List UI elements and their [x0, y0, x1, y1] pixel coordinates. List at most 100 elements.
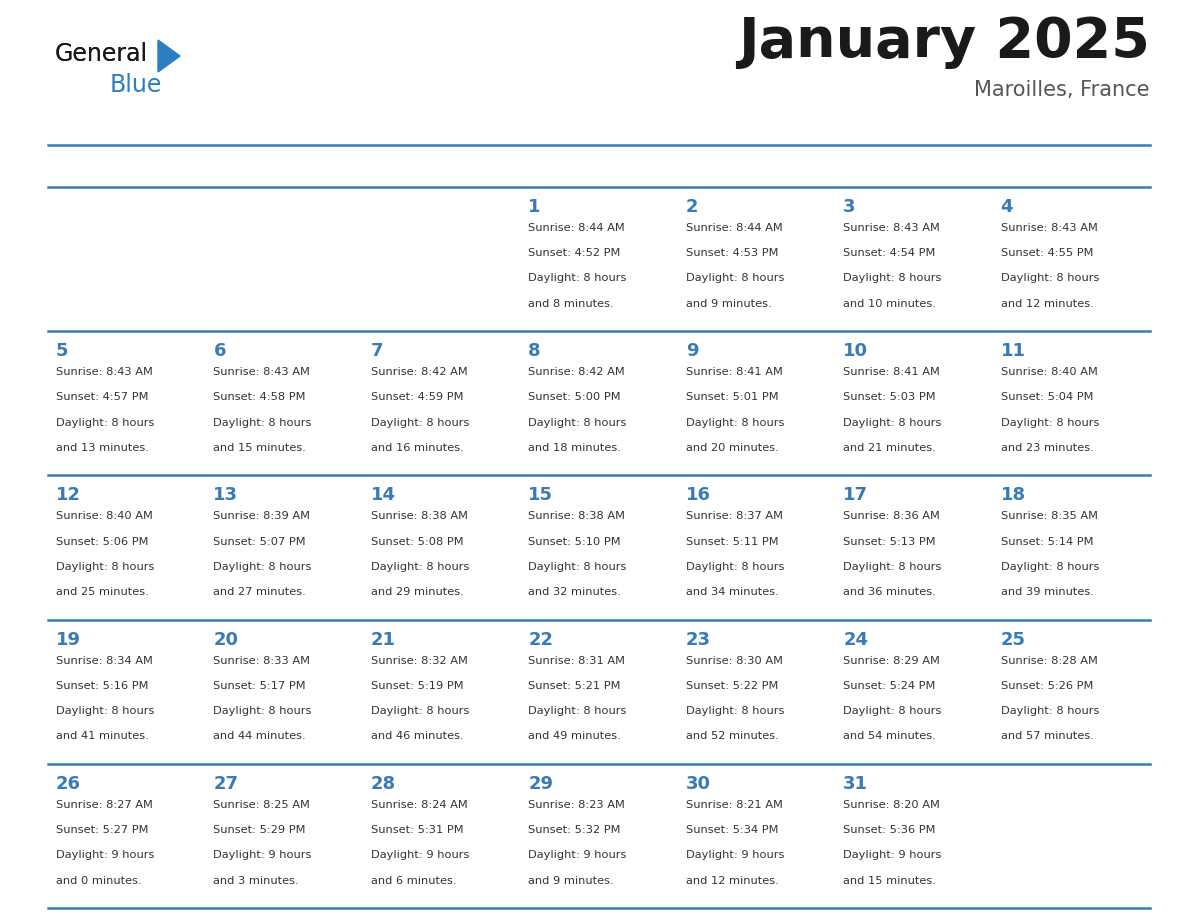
Text: Daylight: 8 hours: Daylight: 8 hours [371, 418, 469, 428]
Text: Daylight: 8 hours: Daylight: 8 hours [843, 706, 942, 716]
Text: Sunset: 5:19 PM: Sunset: 5:19 PM [371, 681, 463, 691]
Text: Daylight: 8 hours: Daylight: 8 hours [1000, 706, 1099, 716]
Text: 12: 12 [56, 487, 81, 504]
Text: Daylight: 9 hours: Daylight: 9 hours [843, 850, 942, 860]
Text: and 34 minutes.: and 34 minutes. [685, 588, 778, 597]
Text: 18: 18 [1000, 487, 1025, 504]
Text: Daylight: 9 hours: Daylight: 9 hours [214, 850, 311, 860]
Text: Sunset: 4:57 PM: Sunset: 4:57 PM [56, 392, 148, 402]
Text: and 10 minutes.: and 10 minutes. [843, 298, 936, 308]
Text: Friday: Friday [848, 161, 903, 175]
Text: and 9 minutes.: and 9 minutes. [685, 298, 771, 308]
Text: Sunrise: 8:27 AM: Sunrise: 8:27 AM [56, 800, 153, 810]
Text: 11: 11 [1000, 342, 1025, 360]
Text: Sunrise: 8:44 AM: Sunrise: 8:44 AM [685, 223, 783, 233]
Text: Daylight: 8 hours: Daylight: 8 hours [1000, 274, 1099, 284]
Text: Sunrise: 8:38 AM: Sunrise: 8:38 AM [371, 511, 468, 521]
Text: and 29 minutes.: and 29 minutes. [371, 588, 463, 597]
Text: and 3 minutes.: and 3 minutes. [214, 876, 299, 886]
Text: and 46 minutes.: and 46 minutes. [371, 732, 463, 742]
Text: Daylight: 8 hours: Daylight: 8 hours [56, 706, 154, 716]
Text: 4: 4 [1000, 198, 1013, 216]
Text: 22: 22 [529, 631, 554, 649]
Text: Sunset: 5:31 PM: Sunset: 5:31 PM [371, 825, 463, 835]
Text: Tuesday: Tuesday [375, 161, 449, 175]
Text: and 54 minutes.: and 54 minutes. [843, 732, 936, 742]
Text: Sunrise: 8:32 AM: Sunrise: 8:32 AM [371, 655, 468, 666]
Text: Sunrise: 8:31 AM: Sunrise: 8:31 AM [529, 655, 625, 666]
Text: Daylight: 8 hours: Daylight: 8 hours [371, 562, 469, 572]
Text: and 49 minutes.: and 49 minutes. [529, 732, 621, 742]
Text: Sunset: 5:29 PM: Sunset: 5:29 PM [214, 825, 307, 835]
Text: Daylight: 8 hours: Daylight: 8 hours [214, 706, 311, 716]
Text: Sunset: 5:01 PM: Sunset: 5:01 PM [685, 392, 778, 402]
Text: Wednesday: Wednesday [533, 161, 637, 175]
Text: Daylight: 8 hours: Daylight: 8 hours [56, 418, 154, 428]
Text: Sunset: 4:52 PM: Sunset: 4:52 PM [529, 248, 620, 258]
Text: 21: 21 [371, 631, 396, 649]
Text: Sunrise: 8:42 AM: Sunrise: 8:42 AM [371, 367, 468, 377]
Text: 17: 17 [843, 487, 868, 504]
Text: Sunrise: 8:20 AM: Sunrise: 8:20 AM [843, 800, 940, 810]
Text: 7: 7 [371, 342, 384, 360]
Text: Sunset: 5:32 PM: Sunset: 5:32 PM [529, 825, 621, 835]
Text: Saturday: Saturday [1005, 161, 1087, 175]
Text: Daylight: 8 hours: Daylight: 8 hours [685, 274, 784, 284]
Text: Sunset: 5:36 PM: Sunset: 5:36 PM [843, 825, 936, 835]
Text: Daylight: 8 hours: Daylight: 8 hours [685, 562, 784, 572]
Text: and 57 minutes.: and 57 minutes. [1000, 732, 1093, 742]
Text: Daylight: 8 hours: Daylight: 8 hours [685, 418, 784, 428]
Text: and 15 minutes.: and 15 minutes. [843, 876, 936, 886]
Text: 10: 10 [843, 342, 868, 360]
Text: Sunrise: 8:29 AM: Sunrise: 8:29 AM [843, 655, 940, 666]
Text: Sunrise: 8:30 AM: Sunrise: 8:30 AM [685, 655, 783, 666]
Text: 24: 24 [843, 631, 868, 649]
Text: Sunrise: 8:41 AM: Sunrise: 8:41 AM [843, 367, 940, 377]
Text: Daylight: 9 hours: Daylight: 9 hours [56, 850, 154, 860]
Text: 14: 14 [371, 487, 396, 504]
Text: 30: 30 [685, 775, 710, 793]
Text: Sunrise: 8:37 AM: Sunrise: 8:37 AM [685, 511, 783, 521]
Text: 27: 27 [214, 775, 239, 793]
Text: Sunrise: 8:36 AM: Sunrise: 8:36 AM [843, 511, 940, 521]
Text: Daylight: 8 hours: Daylight: 8 hours [56, 562, 154, 572]
Text: General: General [55, 42, 148, 66]
Text: Daylight: 9 hours: Daylight: 9 hours [685, 850, 784, 860]
Text: Sunset: 5:04 PM: Sunset: 5:04 PM [1000, 392, 1093, 402]
Text: Sunset: 4:55 PM: Sunset: 4:55 PM [1000, 248, 1093, 258]
Text: and 16 minutes.: and 16 minutes. [371, 442, 463, 453]
Text: and 15 minutes.: and 15 minutes. [214, 442, 307, 453]
Text: Daylight: 8 hours: Daylight: 8 hours [214, 418, 311, 428]
Text: Sunday: Sunday [61, 161, 127, 175]
Text: Sunset: 4:59 PM: Sunset: 4:59 PM [371, 392, 463, 402]
Text: Daylight: 8 hours: Daylight: 8 hours [529, 274, 626, 284]
Text: 31: 31 [843, 775, 868, 793]
Text: and 44 minutes.: and 44 minutes. [214, 732, 307, 742]
Text: Sunset: 5:07 PM: Sunset: 5:07 PM [214, 537, 307, 546]
Text: Sunset: 5:10 PM: Sunset: 5:10 PM [529, 537, 621, 546]
Text: 8: 8 [529, 342, 541, 360]
Text: 5: 5 [56, 342, 69, 360]
Text: Sunset: 5:17 PM: Sunset: 5:17 PM [214, 681, 307, 691]
Text: Daylight: 8 hours: Daylight: 8 hours [843, 562, 942, 572]
Text: Daylight: 9 hours: Daylight: 9 hours [529, 850, 626, 860]
Text: and 27 minutes.: and 27 minutes. [214, 588, 307, 597]
Text: and 20 minutes.: and 20 minutes. [685, 442, 778, 453]
Text: and 6 minutes.: and 6 minutes. [371, 876, 456, 886]
Text: Daylight: 8 hours: Daylight: 8 hours [529, 706, 626, 716]
Text: Thursday: Thursday [690, 161, 773, 175]
Text: Sunrise: 8:40 AM: Sunrise: 8:40 AM [1000, 367, 1098, 377]
Text: Sunrise: 8:39 AM: Sunrise: 8:39 AM [214, 511, 310, 521]
Text: Sunset: 4:54 PM: Sunset: 4:54 PM [843, 248, 935, 258]
Text: Sunset: 5:16 PM: Sunset: 5:16 PM [56, 681, 148, 691]
Text: and 36 minutes.: and 36 minutes. [843, 588, 936, 597]
Text: 6: 6 [214, 342, 226, 360]
Text: Sunrise: 8:43 AM: Sunrise: 8:43 AM [56, 367, 153, 377]
Text: Sunset: 5:13 PM: Sunset: 5:13 PM [843, 537, 936, 546]
Text: Sunset: 5:06 PM: Sunset: 5:06 PM [56, 537, 148, 546]
Text: Sunset: 5:11 PM: Sunset: 5:11 PM [685, 537, 778, 546]
Text: 29: 29 [529, 775, 554, 793]
Text: and 12 minutes.: and 12 minutes. [685, 876, 778, 886]
Text: Sunset: 5:22 PM: Sunset: 5:22 PM [685, 681, 778, 691]
Text: Sunrise: 8:43 AM: Sunrise: 8:43 AM [843, 223, 940, 233]
